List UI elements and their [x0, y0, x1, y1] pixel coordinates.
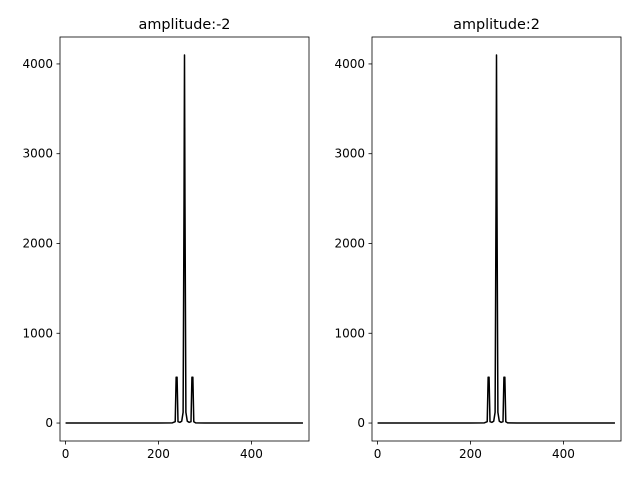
subplot-left-ticks	[56, 63, 252, 445]
subplot-left-series-line-0	[65, 54, 303, 424]
subplot-left-xtick-label-400: 400	[240, 447, 263, 461]
subplot-right-title: amplitude:2	[453, 17, 540, 33]
subplot-left-xtick-label-200: 200	[147, 447, 170, 461]
subplot-left-axes-frame	[59, 36, 310, 442]
subplot-left-ytick-label-1000: 1000	[22, 326, 53, 340]
subplot-left-ytick-label-3000: 3000	[22, 147, 53, 161]
subplot-left-title: amplitude:-2	[139, 17, 231, 33]
subplot-right-ytick-label-0: 0	[357, 416, 365, 430]
subplot-right-xtick-label-0: 0	[374, 447, 382, 461]
subplot-left-ytick-label-0: 0	[45, 416, 53, 430]
subplot-left-plot-area	[65, 54, 303, 424]
subplot-right-plot-area	[377, 54, 615, 424]
subplot-left-ytick-label-4000: 4000	[22, 57, 53, 71]
subplot-right-xtick-label-400: 400	[552, 447, 575, 461]
subplot-left-ytick-label-2000: 2000	[22, 236, 53, 250]
subplot-right-ytick-label-1000: 1000	[334, 326, 365, 340]
subplot-right-axes-frame	[371, 36, 622, 442]
subplot-right-ticks	[368, 63, 564, 445]
subplot-right-ytick-label-4000: 4000	[334, 57, 365, 71]
subplot-left-xtick-label-0: 0	[62, 447, 70, 461]
subplot-right-series-line-0	[377, 54, 615, 424]
subplot-right-xtick-label-200: 200	[459, 447, 482, 461]
subplot-right-ytick-label-2000: 2000	[334, 236, 365, 250]
subplot-right-ytick-label-3000: 3000	[334, 147, 365, 161]
